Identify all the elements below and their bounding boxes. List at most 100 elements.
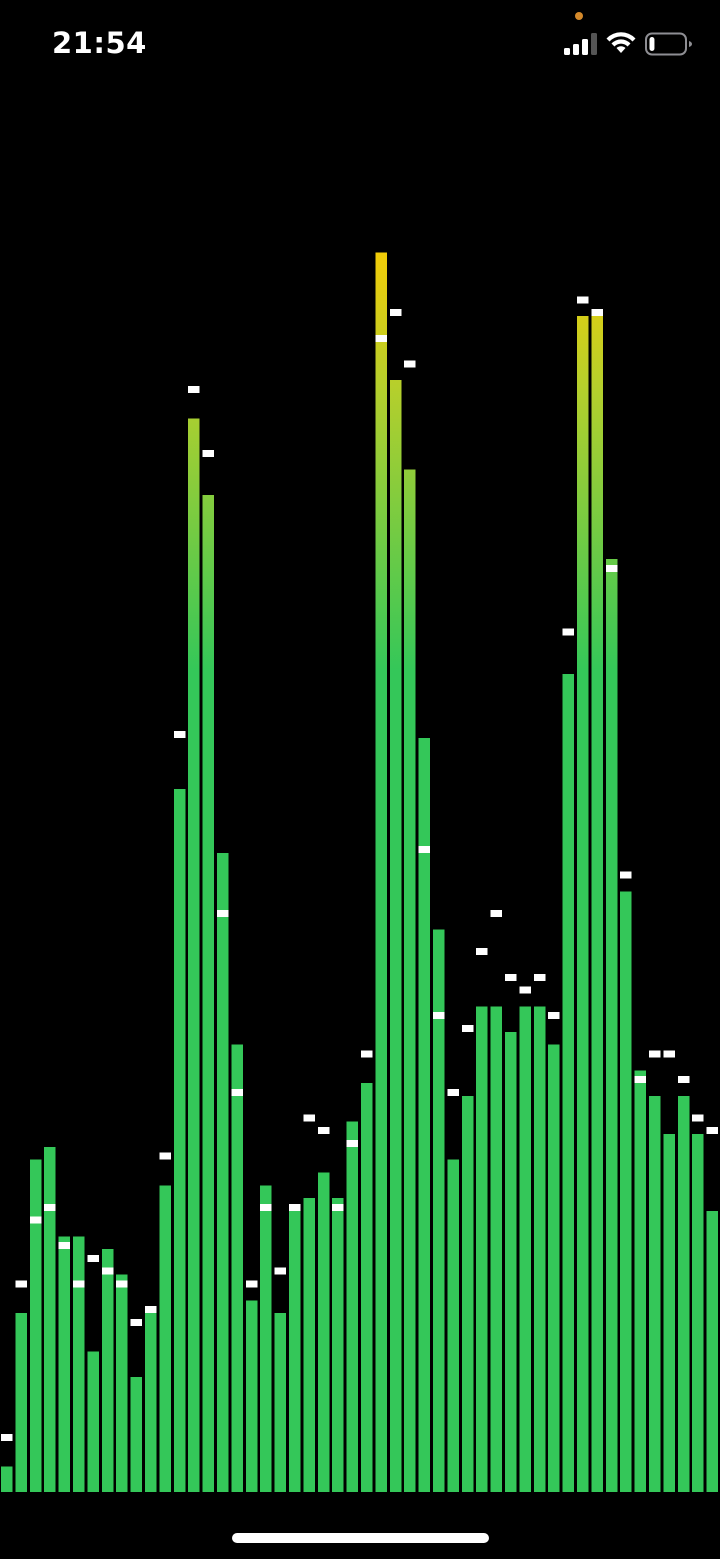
spectrum-bar <box>317 1172 330 1492</box>
peak-marker <box>706 1127 719 1135</box>
peak-marker <box>447 1088 459 1096</box>
cellular-signal-icon <box>564 33 597 55</box>
spectrum-bar <box>260 1185 272 1492</box>
peak-marker <box>476 948 488 956</box>
spectrum-bar <box>591 316 603 1493</box>
peak-marker <box>577 296 589 304</box>
spectrum-bar <box>15 1313 27 1492</box>
peak-marker <box>116 1280 128 1288</box>
spectrum-bar <box>404 469 416 1493</box>
peak-marker <box>505 973 517 981</box>
peak-marker <box>188 385 200 393</box>
spectrum-bar <box>303 1198 315 1492</box>
spectrum-bar <box>245 1300 258 1492</box>
spectrum-bar <box>605 559 618 1492</box>
spectrum-bar <box>361 1083 373 1492</box>
peak-marker <box>217 909 229 917</box>
peak-marker <box>548 1012 560 1020</box>
peak-marker <box>375 334 387 342</box>
peak-marker <box>159 1152 171 1160</box>
status-time: 21:54 <box>52 26 147 60</box>
spectrum-bar <box>346 1121 359 1492</box>
peak-marker <box>461 1024 474 1032</box>
peak-marker <box>361 1050 373 1058</box>
peak-marker <box>1 1433 13 1441</box>
peak-marker <box>346 1139 359 1147</box>
spectrum-bar <box>548 1044 560 1492</box>
spectrum-bar <box>433 929 445 1492</box>
spectrum-bar <box>289 1210 301 1492</box>
peak-marker <box>274 1267 287 1275</box>
peak-marker <box>289 1203 301 1211</box>
spectrum-bar <box>87 1351 99 1492</box>
status-bar: 21:54 <box>0 0 720 88</box>
peak-marker <box>317 1127 330 1135</box>
spectrum-bar <box>173 789 186 1492</box>
spectrum-bar <box>101 1249 114 1492</box>
spectrum-bar <box>29 1159 42 1492</box>
peak-marker <box>15 1280 27 1288</box>
peak-marker <box>303 1114 315 1122</box>
peak-marker <box>692 1114 704 1122</box>
spectrum-bar <box>217 853 229 1492</box>
peak-marker <box>634 1076 647 1083</box>
spectrum-bar <box>418 738 431 1492</box>
peak-marker <box>404 360 416 368</box>
spectrum-bar <box>159 1185 171 1492</box>
spectrum-bar <box>188 418 200 1492</box>
peak-marker <box>73 1280 85 1288</box>
peak-marker <box>533 973 546 981</box>
peak-marker <box>490 909 503 917</box>
spectrum-bar <box>663 1134 675 1492</box>
spectrum-bar <box>202 495 215 1492</box>
spectrum-bar <box>145 1313 157 1492</box>
spectrum-bar <box>130 1377 143 1492</box>
battery-icon <box>645 32 692 56</box>
wifi-icon <box>606 32 636 53</box>
peak-marker <box>145 1306 157 1314</box>
spectrum-bar <box>447 1159 459 1492</box>
spectrum-bar <box>332 1198 344 1492</box>
peak-marker <box>87 1255 99 1262</box>
spectrum-bar <box>1 1466 13 1492</box>
peak-marker <box>605 564 618 572</box>
peak-marker <box>663 1050 675 1058</box>
peak-marker <box>519 986 531 994</box>
spectrum-bar <box>231 1044 243 1492</box>
spectrum-bar <box>461 1095 474 1492</box>
spectrum-bar <box>375 252 387 1492</box>
spectrum-bar <box>44 1146 56 1492</box>
peak-marker <box>44 1203 56 1211</box>
spectrum-bar <box>490 1006 503 1492</box>
spectrum-bar <box>649 1095 661 1492</box>
peak-marker <box>173 731 186 738</box>
spectrum-bar <box>577 316 589 1493</box>
spectrum-bar <box>634 1070 647 1492</box>
home-indicator[interactable] <box>232 1533 489 1543</box>
peak-marker <box>130 1318 143 1326</box>
spectrum-bar <box>677 1095 690 1492</box>
peak-marker <box>202 449 215 457</box>
peak-marker <box>649 1050 661 1058</box>
spectrum-visualizer <box>1 252 719 1493</box>
peak-marker <box>231 1088 243 1096</box>
peak-marker <box>58 1242 71 1250</box>
peak-marker <box>101 1267 114 1275</box>
peak-marker <box>245 1280 258 1288</box>
spectrum-bar <box>692 1134 704 1492</box>
spectrum-bar <box>476 1006 488 1492</box>
peak-marker <box>433 1012 445 1020</box>
peak-marker <box>260 1203 272 1211</box>
spectrum-bar <box>389 380 402 1493</box>
spectrum-bar <box>274 1313 287 1492</box>
peak-marker <box>418 846 431 853</box>
spectrum-bar <box>533 1006 546 1492</box>
peak-marker <box>29 1216 42 1224</box>
peak-marker <box>677 1076 690 1083</box>
spectrum-bar <box>562 674 575 1492</box>
spectrum-bar <box>706 1210 719 1492</box>
peak-marker <box>562 628 575 636</box>
spectrum-bar <box>505 1031 517 1492</box>
spectrum-bar <box>116 1274 128 1492</box>
peak-marker <box>389 309 402 317</box>
